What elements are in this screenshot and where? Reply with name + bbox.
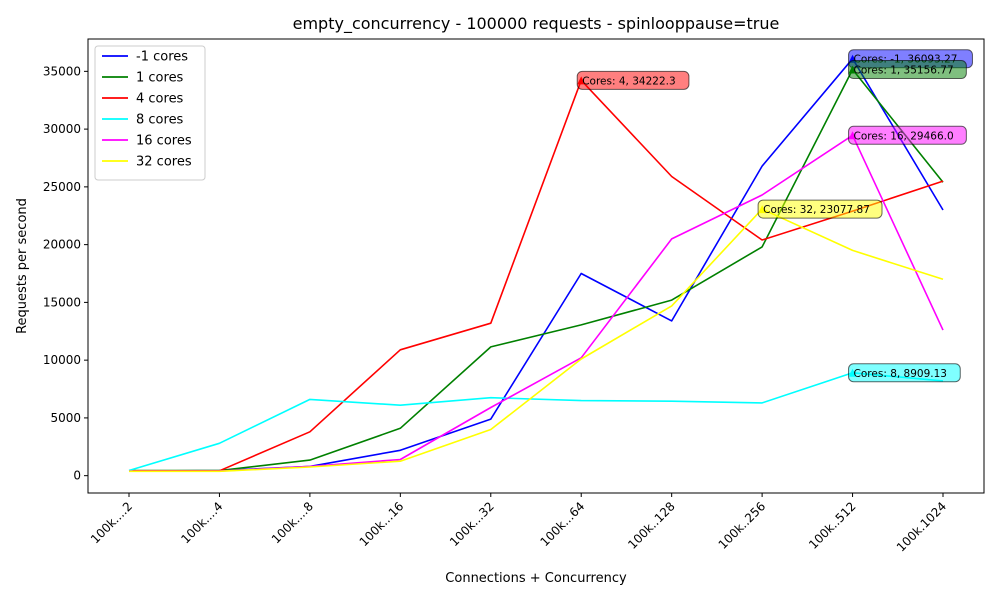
annotation-box [757,199,883,219]
y-tick-label: 15000 [43,295,81,309]
legend-label: 1 cores [136,71,184,86]
x-axis-label: Connections + Concurrency [445,571,627,586]
legend-label: -1 cores [136,50,188,65]
legend-label: 4 cores [136,92,184,107]
y-tick-label: 5000 [50,411,81,425]
y-tick-label: 25000 [43,180,81,194]
y-tick-label: 0 [73,469,81,483]
legend-label: 16 cores [136,134,192,149]
axes-frame [87,38,985,494]
series-line [129,208,944,473]
plot-area [128,57,944,473]
annotation-label: Cores: 32, 23077.87 [763,204,870,216]
annotation-box [848,60,967,80]
legend-box [94,45,206,181]
y-tick-label: 35000 [43,64,81,78]
legend: -1 cores 1 cores 4 cores 8 cores 16 cores 32 … [94,45,206,181]
series-line [129,79,944,472]
y-axis-label: Requests per second [15,198,30,334]
annotation-label: Cores: 16, 29466.0 [854,130,954,142]
annotation-label: Cores: 4, 34222.3 [582,75,675,87]
y-tick-label: 10000 [43,353,81,367]
annotation-box [848,363,961,383]
series-line [129,68,944,472]
annotation-label: Cores: 1, 35156.77 [854,65,954,77]
legend-label: 8 cores [136,113,184,128]
annotation-label: Cores: 8, 8909.13 [854,368,947,380]
y-axis: 0 5000 10000 15000 20000 25000 30000 35000 [43,64,88,483]
chart-title: empty_concurrency - 100000 requests - sp… [293,14,780,34]
y-tick-label: 30000 [43,122,81,136]
legend-label: 32 cores [136,155,192,170]
annotation-box [576,70,690,90]
y-tick-label: 20000 [43,238,81,252]
series-line [128,371,944,472]
annotation-box [848,125,967,145]
